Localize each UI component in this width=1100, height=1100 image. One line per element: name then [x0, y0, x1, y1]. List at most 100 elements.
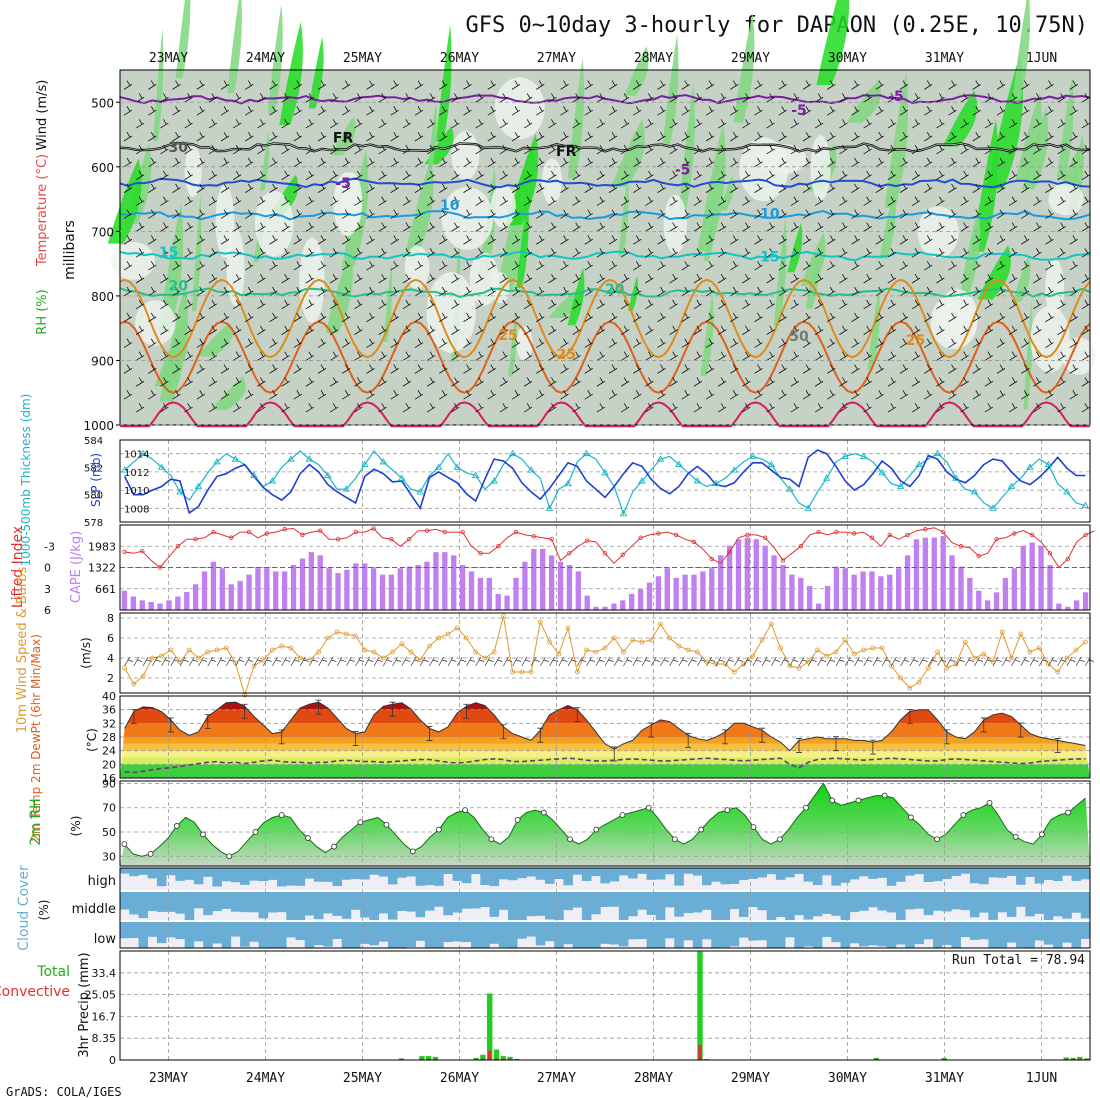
wind-barb — [245, 312, 254, 323]
rh-frame — [119, 780, 1091, 867]
wind-barb — [657, 80, 666, 90]
wind-barb — [378, 170, 387, 181]
wind-barb — [742, 119, 751, 129]
cape-tick-label: 1322 — [88, 562, 116, 575]
wind-barb — [232, 119, 242, 129]
wind10m-point — [556, 651, 562, 657]
cloud-cell — [452, 892, 463, 913]
wind-barb — [875, 235, 884, 245]
wind-barb — [439, 183, 448, 193]
wind-barb — [123, 183, 133, 193]
cloud-cell — [997, 892, 1008, 913]
cloud-cell — [812, 868, 823, 886]
wind-barb — [851, 131, 860, 142]
thickness-point — [361, 460, 369, 468]
rh-point — [593, 826, 600, 833]
cloud-cell — [618, 868, 629, 876]
wind-barb — [329, 299, 339, 310]
thickness-point — [157, 463, 166, 470]
pressure-tick-label: 900 — [91, 354, 114, 368]
wind-barb — [766, 119, 775, 129]
wind-barb — [948, 157, 957, 168]
wind-barb — [1021, 80, 1030, 90]
precip-total-bar — [425, 1056, 432, 1060]
wind-barb — [135, 325, 145, 335]
wind-barb — [960, 119, 969, 129]
wind10m-point — [861, 647, 867, 653]
cape-bar — [326, 568, 332, 610]
cloud-level-label: low — [94, 932, 117, 947]
cape-bar — [629, 593, 635, 610]
rh-point — [645, 804, 652, 811]
wind-barb — [439, 261, 448, 271]
lifted-index-point — [513, 529, 519, 535]
cloud-cell — [646, 868, 657, 880]
wind-barb — [705, 157, 715, 168]
wind-barb — [669, 222, 678, 232]
rh-point — [436, 826, 442, 833]
wind-barb — [645, 170, 654, 181]
cloud-cell — [443, 892, 453, 916]
wind-barb — [814, 403, 824, 413]
wind-barb — [414, 364, 424, 374]
wind-barb — [1069, 157, 1078, 168]
wind-barb — [293, 261, 302, 271]
wind-barb — [487, 286, 496, 297]
wind-barb — [402, 377, 412, 387]
precip-convective-bar — [942, 1058, 946, 1060]
rh-moist-streak — [192, 194, 202, 311]
wind-barb — [936, 144, 945, 155]
cloud-cell — [692, 922, 703, 948]
wind10m-point — [999, 629, 1005, 635]
cloud-cell — [480, 892, 490, 908]
cloud-cell — [960, 892, 971, 911]
wind-barb — [220, 209, 230, 219]
wind-barb — [317, 235, 327, 245]
wind-barb — [669, 144, 678, 155]
cloud-cell — [203, 922, 213, 948]
precip-tick-label: 33.4 — [92, 967, 117, 980]
wind-barb — [366, 106, 375, 116]
wind-barb — [426, 119, 436, 129]
wind-barb — [499, 222, 509, 232]
wind-barb — [257, 299, 266, 310]
rh-moist-streak — [427, 100, 437, 171]
wind-barb — [390, 209, 399, 219]
thickness-point — [231, 455, 240, 462]
wind-barb — [184, 403, 193, 413]
wind-barb — [475, 403, 484, 413]
wind-barb — [281, 325, 290, 335]
surface-wind-barb — [493, 656, 503, 667]
wind-barb — [984, 144, 994, 155]
wind-barb — [220, 286, 230, 297]
wind-barb — [245, 364, 254, 374]
rh-moist-streak — [308, 36, 324, 109]
wind-barb — [887, 248, 897, 258]
thickness-point — [434, 463, 443, 470]
date-label-top: 23MAY — [149, 51, 188, 66]
surface-wind-barb — [161, 656, 171, 667]
cloud-cell — [969, 922, 980, 940]
wind-barb — [572, 403, 581, 413]
precip-total-bar — [500, 1056, 506, 1060]
thickness-point — [287, 455, 295, 462]
wind-barb — [669, 273, 678, 284]
wind10m-point — [306, 657, 312, 663]
cloud-cell — [803, 892, 814, 920]
wind-barb — [281, 119, 290, 129]
wind-barb — [329, 403, 339, 413]
cloud-cell — [932, 922, 943, 948]
wind-barb — [378, 325, 387, 335]
cloud-cell — [277, 922, 287, 948]
wind-barb — [511, 390, 521, 400]
cloud-cell — [1071, 922, 1082, 948]
cape-bar — [148, 601, 154, 610]
wind-barb — [378, 144, 387, 155]
wind-barb — [366, 338, 375, 348]
lifted-index-point — [780, 558, 786, 563]
wind-barb — [523, 170, 533, 181]
wind-barb — [717, 119, 727, 129]
wind10m-point — [1055, 669, 1061, 675]
wind-barb — [317, 131, 327, 142]
rh-moist-streak — [624, 46, 649, 96]
